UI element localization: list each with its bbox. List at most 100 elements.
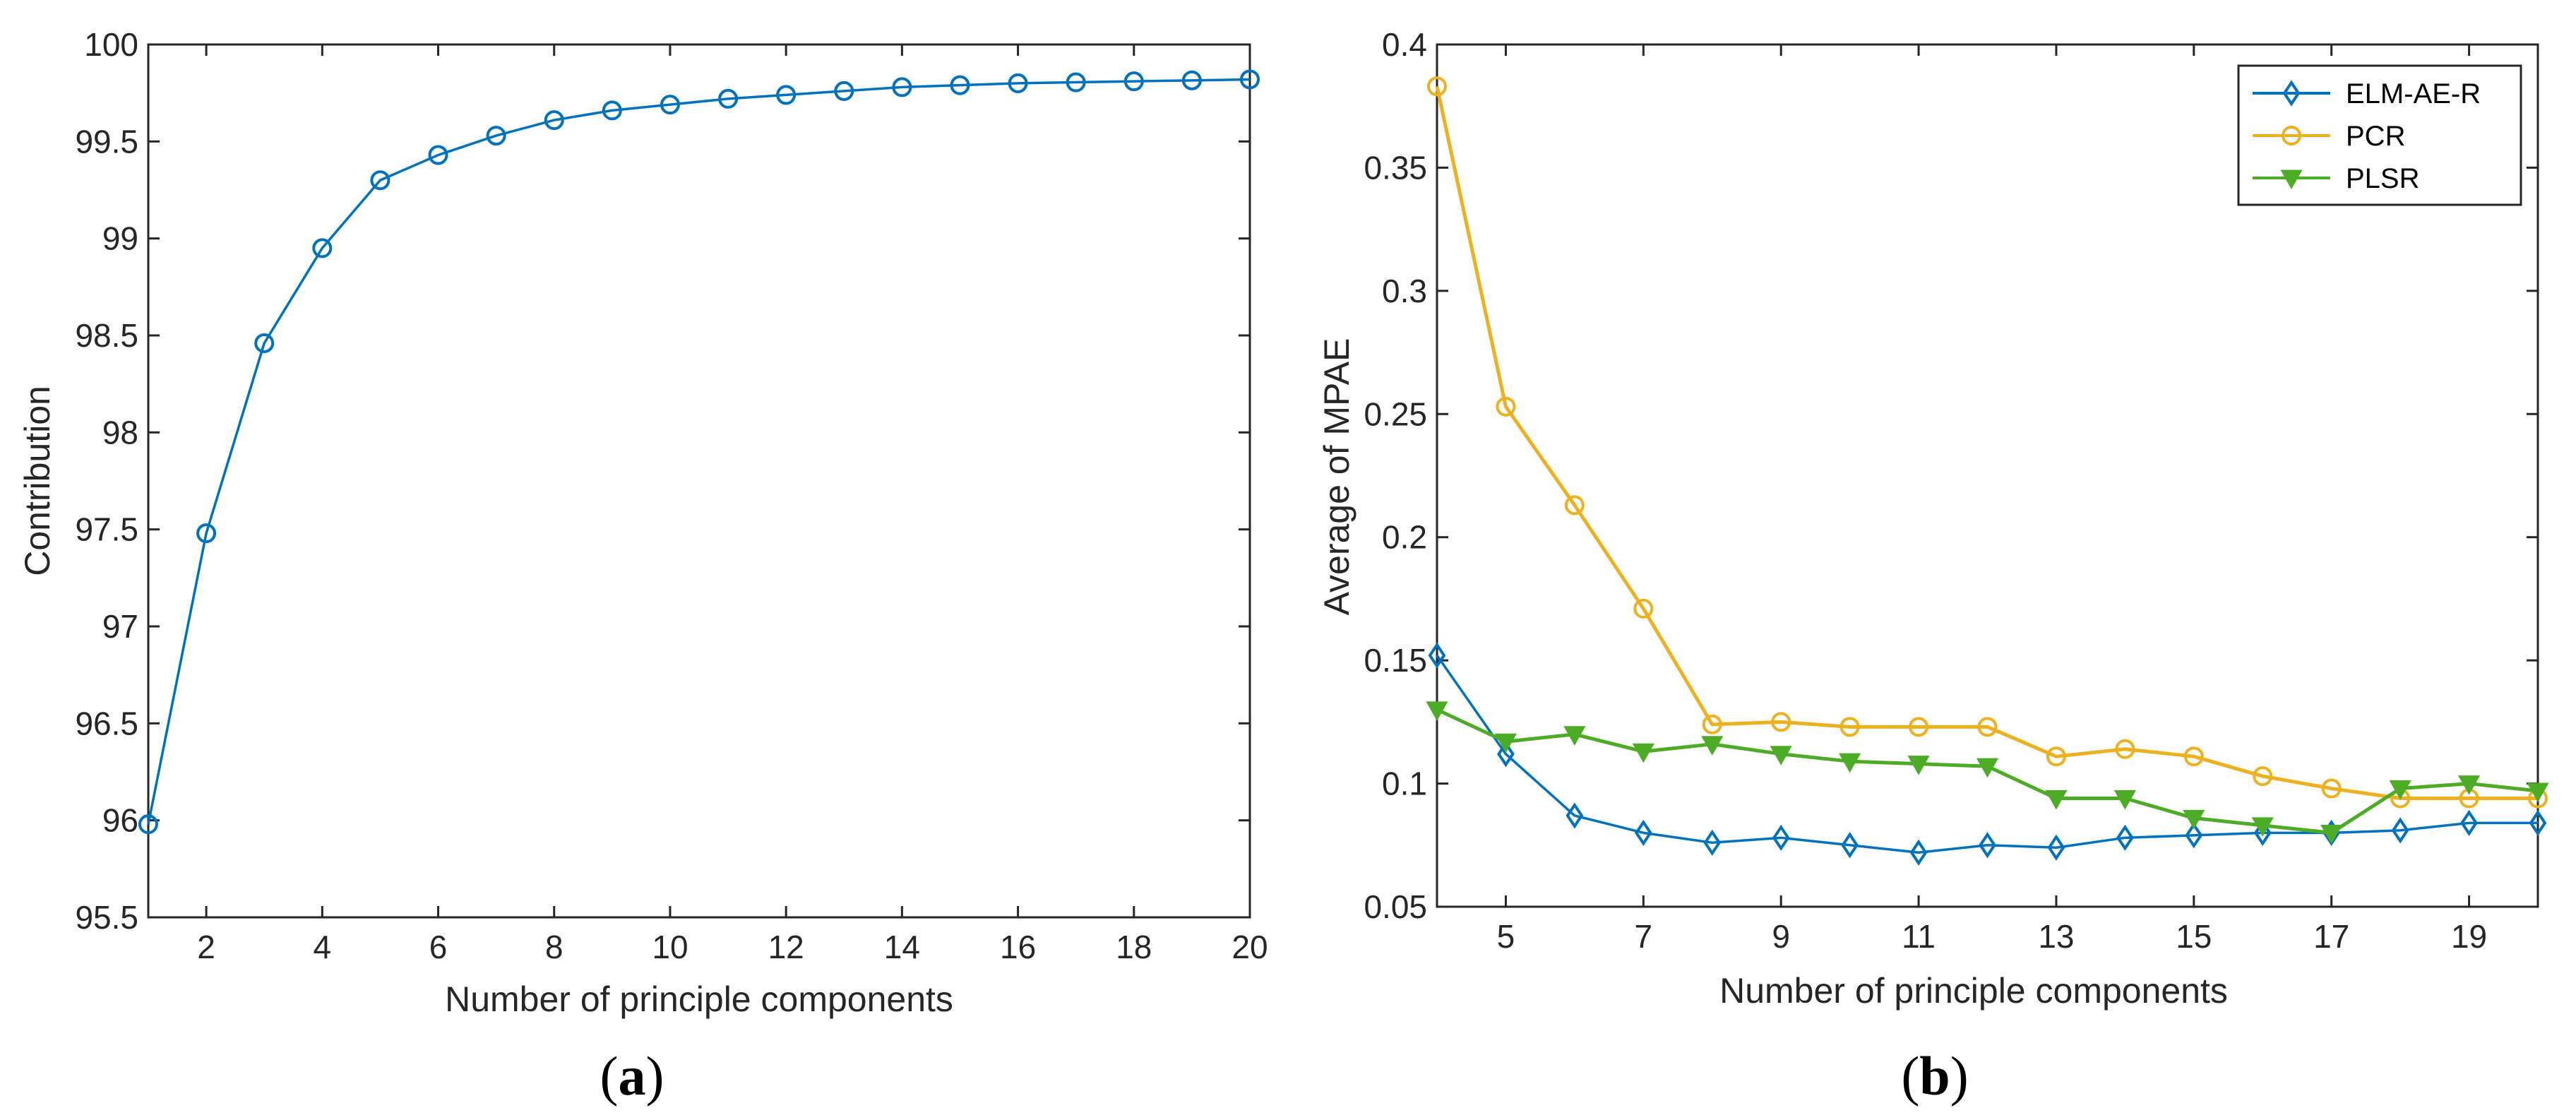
- panel-a-y-tick-label: 99.5: [75, 123, 138, 160]
- panel-a-caption: (a): [600, 1045, 664, 1107]
- panel-a-x-tick-label: 6: [429, 929, 448, 965]
- panel-b-series: [1426, 76, 2549, 866]
- panel-b-elm-ae-r-point: [1703, 829, 1722, 856]
- panel-b-x-tick-label: 17: [2313, 918, 2349, 955]
- legend-swatch-marker: [2282, 126, 2301, 145]
- panel-a-contribution-point: [486, 126, 506, 146]
- panel-b-pcr-point: [1909, 717, 1929, 737]
- panel-a-contribution-point: [1240, 69, 1260, 90]
- panel-a-y-tick-label: 97.5: [75, 511, 138, 548]
- panel-b-y-ticks: 0.05 0.1 0.15 0.2 0.25 0.3 0.35 0.4: [1364, 26, 2538, 925]
- legend-swatch-marker: [2280, 169, 2303, 190]
- panel-b-plsr-point: [2045, 790, 2068, 810]
- panel-b-y-tick-label: 0.35: [1364, 149, 1427, 186]
- panel-a-y-tick-label: 95.5: [75, 899, 138, 936]
- panel-a-contribution-point: [1066, 72, 1086, 93]
- panel-b-elm-ae-r-point: [2253, 819, 2272, 846]
- panel-b-pcr-point: [1771, 712, 1791, 732]
- legend-item-plsr: PLSR: [2253, 163, 2420, 194]
- panel-a-contribution-point: [1008, 73, 1028, 93]
- panel-b-pcr-point: [1839, 717, 1860, 737]
- panel-a-contribution-point: [660, 95, 680, 115]
- panel-b-x-tick-label: 13: [2038, 918, 2074, 955]
- panel-b-elm-ae-r-point: [2185, 822, 2203, 849]
- panel-a-contribution-point: [254, 333, 275, 353]
- panel-a-contribution-point: [196, 523, 217, 544]
- legend-label: PCR: [2346, 121, 2405, 152]
- panel-b-elm-ae-r-point: [1566, 802, 1584, 829]
- panel-b-plsr-point: [2320, 824, 2343, 845]
- panel-b-x-tick-label: 19: [2451, 918, 2487, 955]
- panel-b-caption: (b): [1901, 1045, 1968, 1107]
- panel-b-elm-ae-r-point: [2529, 809, 2547, 836]
- panel-a-y-axis-title: Contribution: [18, 386, 57, 576]
- panel-b-y-tick-label: 0.4: [1382, 26, 1427, 63]
- panel-b-pcr-point: [1564, 495, 1585, 516]
- panel-b-elm-ae-r-line: [1436, 655, 2538, 854]
- panel-a-x-tick-label: 18: [1116, 929, 1152, 965]
- legend-items: ELM-AE-R PCR PLSR: [2253, 78, 2481, 194]
- panel-b-plsr-point: [1976, 758, 1999, 778]
- panel-b-pcr-point: [2253, 766, 2273, 787]
- panel-a-series: [138, 69, 1260, 835]
- panel-a-x-tick-label: 4: [314, 929, 332, 965]
- panel-a-y-tick-label: 96: [102, 802, 138, 839]
- legend-swatch-marker: [2282, 80, 2301, 107]
- panel-b-x-tick-label: 11: [1902, 918, 1936, 955]
- panel-b-y-tick-label: 0.2: [1382, 519, 1427, 556]
- panel-a-contribution-point: [950, 75, 970, 95]
- panel-b-plsr-point: [1701, 736, 1724, 756]
- panel-b-elm-ae-r-point: [1841, 832, 1859, 859]
- panel-a-contribution-point: [776, 85, 797, 105]
- panel-a-x-tick-label: 16: [1000, 929, 1036, 965]
- panel-b-y-tick-label: 0.1: [1382, 765, 1427, 802]
- panel-a-axes-box: [147, 43, 1251, 919]
- panel-a-x-axis-title: Number of principle components: [445, 979, 953, 1019]
- panel-a-contribution-point: [138, 814, 158, 835]
- panel-a-contribution-point: [834, 81, 854, 101]
- panel-a-x-ticks: 2 4 6 8 10 12 14 16 18 20: [197, 44, 1268, 965]
- legend-item-elm-ae-r: ELM-AE-R: [2253, 78, 2481, 109]
- panel-a-caption-letter: a: [619, 1045, 646, 1107]
- panel-a-x-tick-label: 12: [768, 929, 804, 965]
- panel-b-plsr-point: [2527, 782, 2549, 803]
- panel-b-plsr-point: [1563, 726, 1586, 746]
- panel-b-pcr-point: [2321, 778, 2342, 799]
- panel-a-y-ticks: 95.5 96 96.5 97 97.5 98 98.5 99 99.5 100: [75, 26, 1250, 936]
- panel-b-plsr-point: [2457, 775, 2481, 795]
- panel-b-elm-ae-r-point: [1979, 832, 1996, 859]
- panel-a-x-tick-label: 14: [884, 929, 920, 965]
- panel-b-plsr-point: [2389, 780, 2411, 800]
- panel-b-pcr-point: [1633, 598, 1654, 619]
- panel-a-contribution-point: [1181, 70, 1202, 90]
- panel-a-y-tick-label: 99: [102, 220, 138, 257]
- panel-a-contribution-point: [1123, 71, 1144, 92]
- panel-b-elm-ae-r-point: [2047, 834, 2065, 861]
- panel-b-x-tick-label: 7: [1635, 918, 1653, 955]
- panel-b-elm-ae-r-point: [1634, 819, 1652, 846]
- panel-a-contribution-point: [370, 170, 390, 191]
- panel-b-plsr-point: [1494, 733, 1517, 753]
- legend-label: ELM-AE-R: [2346, 78, 2481, 109]
- panel-a-contribution-point: [602, 100, 622, 121]
- panel-b-x-axis-title: Number of principle components: [1719, 971, 2228, 1011]
- panel-b-plsr-point: [1770, 746, 1792, 765]
- panel-a-y-tick-label: 96.5: [75, 705, 138, 741]
- panel-b-plsr-point: [2251, 817, 2274, 837]
- panel-b-pcr-line: [1435, 85, 2538, 801]
- panel-a-x-tick-label: 8: [545, 929, 564, 965]
- panel-b-axes-box: [1436, 43, 2539, 908]
- panel-b-pcr-point: [1977, 717, 1998, 737]
- legend-label: PLSR: [2346, 163, 2420, 194]
- panel-b-pcr-point: [2115, 739, 2135, 759]
- panel-b-elm-ae-r-point: [1497, 741, 1515, 768]
- panel-b-elm-ae-r-point: [2460, 809, 2478, 836]
- panel-b-elm-ae-r-point: [1428, 642, 1446, 669]
- panel-a-y-tick-label: 98.5: [75, 317, 138, 354]
- panel-a-y-tick-label: 98: [102, 414, 138, 451]
- panel-b-elm-ae-r-point: [2116, 824, 2134, 851]
- panel-a-contribution-point: [892, 77, 912, 97]
- panel-b-caption-letter: b: [1919, 1045, 1950, 1107]
- panel-b-x-tick-label: 5: [1497, 918, 1515, 955]
